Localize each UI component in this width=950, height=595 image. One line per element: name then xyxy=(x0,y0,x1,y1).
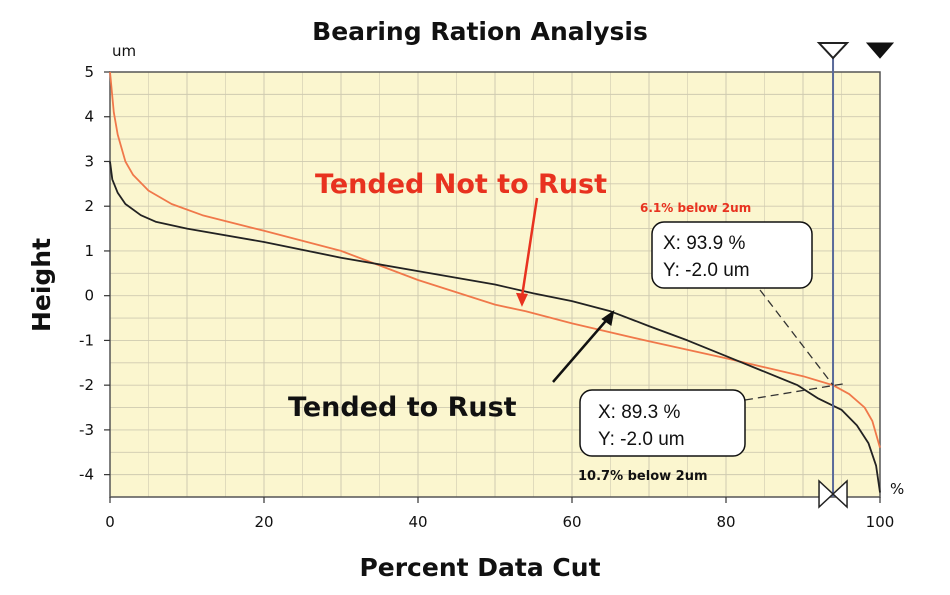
y-tick-label: 5 xyxy=(84,63,94,81)
y-axis-title: Height xyxy=(27,238,56,332)
rust-arrow xyxy=(552,317,610,383)
callout-not-rust-y: Y: -2.0 um xyxy=(663,260,750,281)
y-tick-label: -4 xyxy=(79,466,94,484)
open-triangle-marker xyxy=(816,42,850,60)
rust-label: Tended to Rust xyxy=(288,392,517,423)
y-tick-label: 0 xyxy=(84,287,94,305)
y-tick-label: -1 xyxy=(79,331,94,349)
x-tick-label: 40 xyxy=(408,513,427,531)
x-tick-label: 60 xyxy=(562,513,581,531)
x-tick-label: 80 xyxy=(716,513,735,531)
not-rust-arrow-head xyxy=(515,292,528,307)
y-tick-label: 1 xyxy=(84,242,94,260)
y-unit-label: um xyxy=(112,42,136,60)
axis-ticks: 0 20 40 60 80 100 5 4 3 2 1 0 -1 -2 -3 -4 xyxy=(79,63,894,531)
series-line-rust xyxy=(109,161,881,493)
not-rust-below-note: 6.1% below 2um xyxy=(640,201,751,215)
y-tick-label: 2 xyxy=(84,197,94,215)
filled-triangle-marker xyxy=(865,42,895,59)
x-tick-label: 20 xyxy=(254,513,273,531)
series-lines xyxy=(109,71,881,493)
rust-below-note: 10.7% below 2um xyxy=(578,469,708,484)
callout-leader-rust xyxy=(744,382,848,401)
x-axis-title: Percent Data Cut xyxy=(359,553,600,582)
bowtie-left xyxy=(818,479,835,509)
series-line-not-rust xyxy=(109,71,881,449)
bowtie-right xyxy=(831,479,848,509)
x-tick-label: 0 xyxy=(105,513,115,531)
chart-title: Bearing Ration Analysis xyxy=(312,17,648,46)
callout-not-rust-x: X: 93.9 % xyxy=(663,233,745,254)
x-unit-label: % xyxy=(890,480,904,498)
callout-rust-x: X: 89.3 % xyxy=(598,402,680,423)
plot-frame xyxy=(109,71,881,498)
rust-arrow-head xyxy=(601,310,615,326)
y-tick-label: -2 xyxy=(79,376,94,394)
bowtie-marker xyxy=(818,479,848,509)
y-tick-label: 4 xyxy=(84,108,94,126)
callout-rust-y: Y: -2.0 um xyxy=(598,429,685,450)
not-rust-arrow xyxy=(520,197,539,298)
y-tick-label: 3 xyxy=(84,152,94,170)
x-tick-label: 100 xyxy=(866,513,895,531)
callout-box-not-rust xyxy=(651,221,813,289)
not-rust-label: Tended Not to Rust xyxy=(315,169,607,200)
y-tick-label: -3 xyxy=(79,421,94,439)
callout-leader-not-rust xyxy=(759,289,834,386)
callout-box-rust xyxy=(579,389,746,457)
